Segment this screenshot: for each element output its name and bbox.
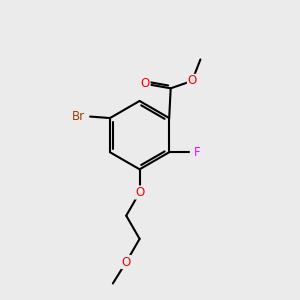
Text: O: O xyxy=(141,77,150,90)
Text: Br: Br xyxy=(72,110,86,123)
Text: O: O xyxy=(122,256,131,268)
Text: O: O xyxy=(188,74,197,87)
Text: F: F xyxy=(194,146,201,159)
Text: O: O xyxy=(135,186,144,199)
